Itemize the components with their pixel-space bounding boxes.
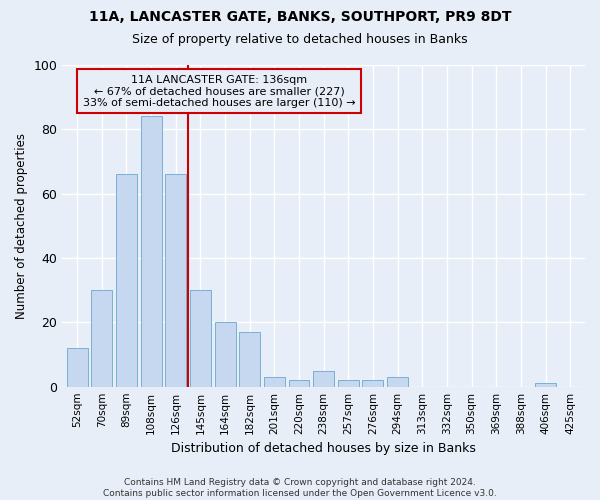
Bar (215, 322, 236, 386)
Bar (313, 370, 334, 386)
Bar (387, 377, 408, 386)
Bar (338, 380, 359, 386)
Y-axis label: Number of detached properties: Number of detached properties (15, 133, 28, 319)
Text: 11A, LANCASTER GATE, BANKS, SOUTHPORT, PR9 8DT: 11A, LANCASTER GATE, BANKS, SOUTHPORT, P… (89, 10, 511, 24)
Bar (535, 384, 556, 386)
Bar (289, 380, 310, 386)
Bar (362, 380, 383, 386)
Text: Size of property relative to detached houses in Banks: Size of property relative to detached ho… (132, 32, 468, 46)
Bar (190, 290, 211, 386)
Text: 11A LANCASTER GATE: 136sqm
← 67% of detached houses are smaller (227)
33% of sem: 11A LANCASTER GATE: 136sqm ← 67% of deta… (83, 74, 355, 108)
X-axis label: Distribution of detached houses by size in Banks: Distribution of detached houses by size … (171, 442, 476, 455)
Bar (239, 332, 260, 386)
Bar (91, 290, 112, 386)
Bar (67, 348, 88, 387)
Bar (116, 174, 137, 386)
Bar (165, 174, 186, 386)
Bar (264, 377, 285, 386)
Bar (140, 116, 161, 386)
Text: Contains HM Land Registry data © Crown copyright and database right 2024.
Contai: Contains HM Land Registry data © Crown c… (103, 478, 497, 498)
